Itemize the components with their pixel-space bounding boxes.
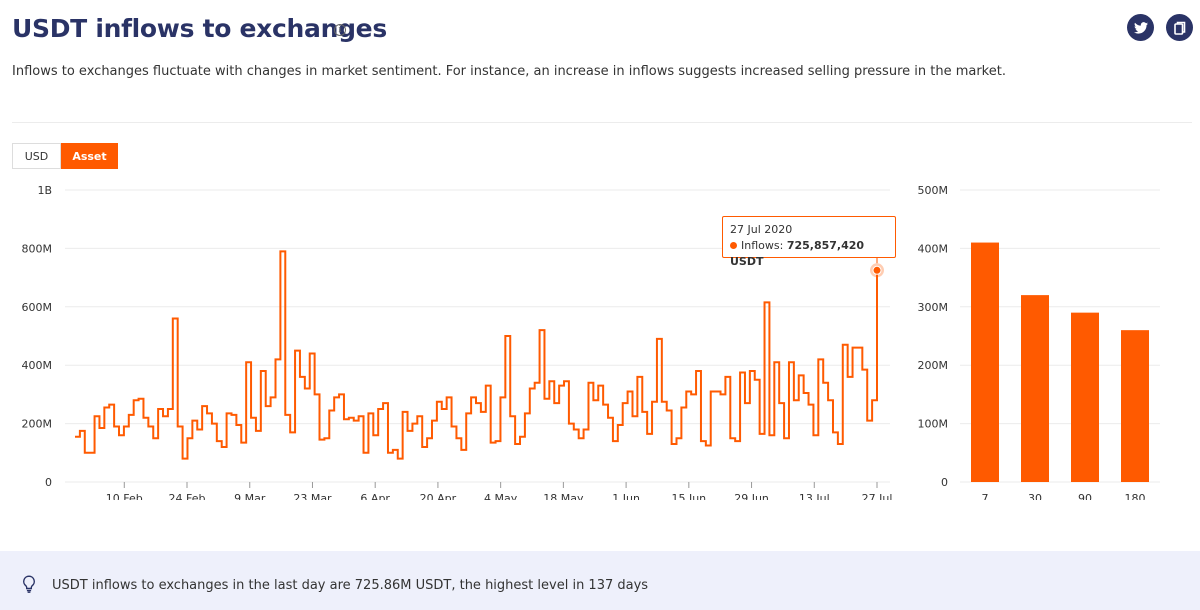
- y-tick-label: 0: [45, 476, 52, 489]
- x-tick-label: 18 May: [543, 492, 584, 500]
- y-tick-label: 300M: [918, 301, 949, 314]
- series-dot-icon: [730, 242, 737, 249]
- bar-180: [1121, 330, 1149, 482]
- x-tick-label: 180: [1125, 492, 1146, 500]
- x-tick-label: 9 Mar: [234, 492, 266, 500]
- x-tick-label: 7: [982, 492, 989, 500]
- x-tick-label: 20 Apr: [420, 492, 457, 500]
- chart-tooltip: 27 Jul 2020 Inflows: 725,857,420 USDT: [722, 216, 896, 268]
- unit-toggle: USD Asset: [12, 143, 118, 169]
- x-tick-label: 4 May: [484, 492, 518, 500]
- bar-30: [1021, 295, 1049, 482]
- divider: [12, 122, 1192, 123]
- tooltip-label: Inflows:: [741, 239, 784, 252]
- bar-90: [1071, 312, 1099, 482]
- series-line-inflows: [75, 250, 878, 460]
- y-tick-label: 400M: [918, 242, 949, 255]
- y-tick-label: 400M: [22, 359, 53, 372]
- tooltip-value: 725,857,420 USDT: [730, 239, 865, 268]
- y-tick-label: 200M: [22, 418, 53, 431]
- x-tick-label: 1 Jun: [612, 492, 640, 500]
- asset-toggle-button[interactable]: Asset: [61, 143, 118, 169]
- x-tick-label: 13 Jul: [799, 492, 830, 500]
- x-tick-label: 10 Feb: [106, 492, 143, 500]
- y-tick-label: 100M: [918, 418, 949, 431]
- bar-chart: 0 100M 200M 300M 400M 500M 7 30 90 180: [918, 184, 1160, 500]
- y-tick-label: 800M: [22, 242, 53, 255]
- x-tick-label: 29 Jun: [734, 492, 769, 500]
- x-tick-label: 90: [1078, 492, 1092, 500]
- x-tick-label: 27 Jul: [862, 492, 893, 500]
- y-tick-label: 500M: [918, 184, 949, 197]
- insight-footer: USDT inflows to exchanges in the last da…: [0, 551, 1200, 610]
- x-tick-label: 23 Mar: [293, 492, 332, 500]
- footer-text: USDT inflows to exchanges in the last da…: [52, 578, 649, 593]
- page-description: Inflows to exchanges fluctuate with chan…: [12, 64, 1006, 79]
- x-tick-label: 30: [1028, 492, 1042, 500]
- twitter-share-button[interactable]: [1127, 14, 1154, 41]
- usd-toggle-button[interactable]: USD: [12, 143, 61, 169]
- copy-icon: [1173, 21, 1185, 35]
- y-tick-label: 600M: [22, 301, 53, 314]
- tooltip-date: 27 Jul 2020: [730, 223, 793, 236]
- lightbulb-icon: [23, 575, 35, 593]
- info-icon[interactable]: i: [334, 24, 346, 36]
- copy-link-button[interactable]: [1166, 14, 1193, 41]
- y-tick-label: 0: [941, 476, 948, 489]
- highlight-point: [872, 265, 882, 275]
- x-tick-label: 24 Feb: [169, 492, 206, 500]
- x-tick-label: 6 Apr: [360, 492, 390, 500]
- y-tick-label: 200M: [918, 359, 949, 372]
- x-tick-label: 15 Jun: [671, 492, 706, 500]
- twitter-icon: [1133, 21, 1148, 34]
- bar-7: [971, 242, 999, 482]
- page-title: USDT inflows to exchanges: [12, 14, 387, 43]
- y-tick-label: 1B: [37, 184, 52, 197]
